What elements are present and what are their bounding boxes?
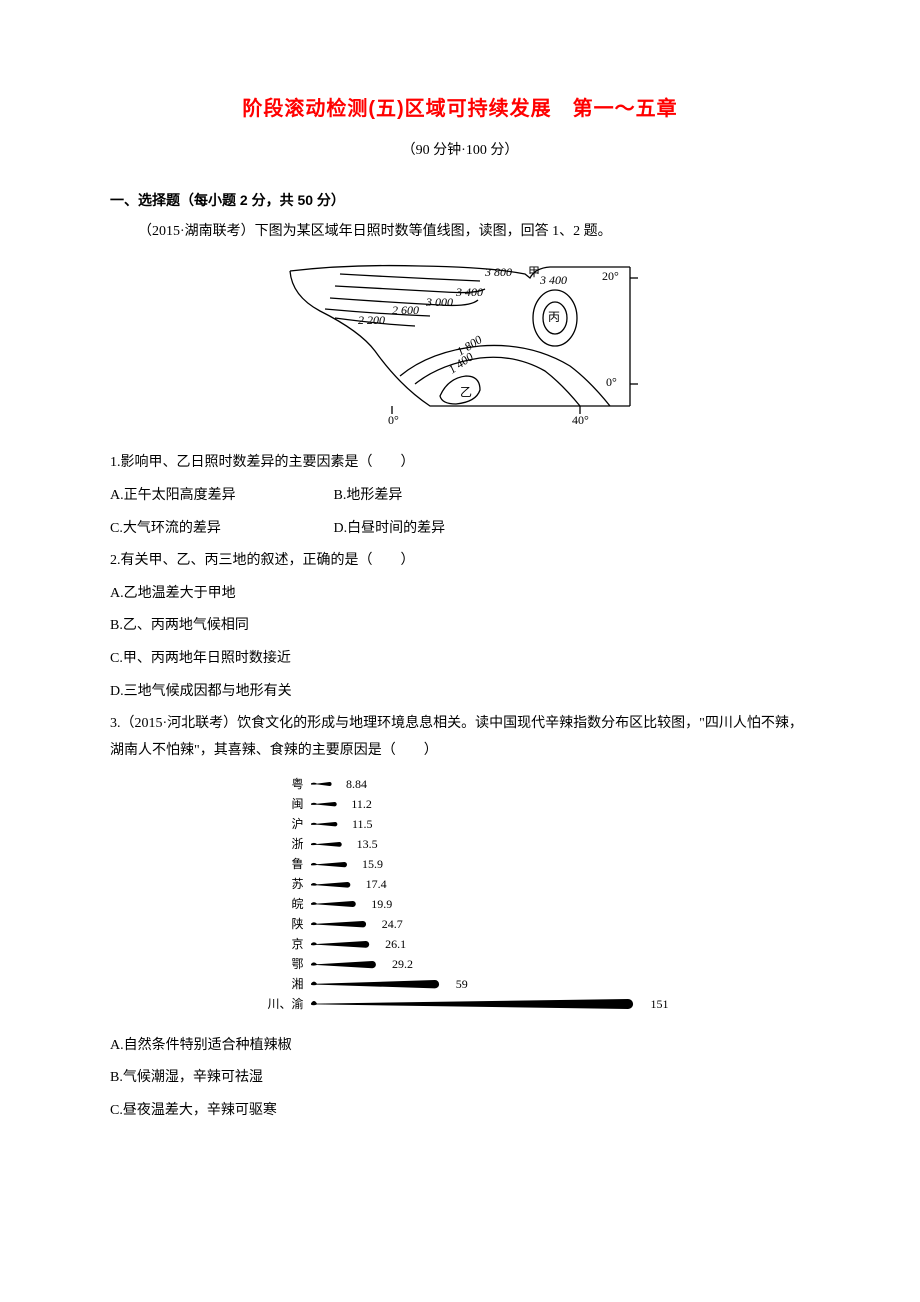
spicy-row: 闽11.2	[251, 794, 668, 814]
spicy-chart-figure: 粤8.84闽11.2沪11.5浙13.5鲁15.9苏17.4皖19.9陕24.7…	[110, 774, 810, 1018]
chili-icon	[309, 881, 359, 889]
contour-label-lon40: 40°	[572, 413, 589, 426]
q1-option-a: A.正午太阳高度差异	[110, 483, 330, 510]
contour-label-jia: 甲	[528, 265, 540, 279]
spicy-row: 湘59	[251, 974, 668, 994]
chili-icon	[309, 861, 356, 868]
contour-label-3000: 3 000	[425, 295, 453, 309]
spicy-row: 苏17.4	[251, 874, 668, 894]
chili-icon	[309, 801, 345, 807]
spicy-row: 陕24.7	[251, 914, 668, 934]
q1-option-d: D.白昼时间的差异	[334, 521, 446, 536]
q1-option-c: C.大气环流的差异	[110, 516, 330, 543]
contour-label-bing-val: 3 400	[539, 273, 567, 287]
chili-icon	[309, 781, 340, 787]
q3-option-c: C.昼夜温差大，辛辣可驱寒	[110, 1098, 810, 1125]
spicy-row: 京26.1	[251, 934, 668, 954]
contour-map-svg: 3 800 甲 20° 3 400 3 000 2 600 2 200 丙 3 …	[280, 256, 640, 426]
section-heading: 一、选择题（每小题 2 分，共 50 分）	[110, 187, 810, 214]
contour-map-figure: 3 800 甲 20° 3 400 3 000 2 600 2 200 丙 3 …	[110, 256, 810, 437]
page-subtitle: （90 分钟·100 分）	[110, 138, 810, 165]
contour-label-lat0: 0°	[606, 375, 617, 389]
q1-options-cd: C.大气环流的差异 D.白昼时间的差异	[110, 516, 810, 543]
q1-options-ab: A.正午太阳高度差异 B.地形差异	[110, 483, 810, 510]
contour-label-bing: 丙	[548, 310, 560, 324]
spicy-row: 鄂29.2	[251, 954, 668, 974]
q2-option-b: B.乙、丙两地气候相同	[110, 613, 810, 640]
contour-label-3800: 3 800	[484, 265, 512, 279]
chili-icon	[309, 821, 346, 827]
q1-stem: 1.影响甲、乙日照时数差异的主要因素是（ ）	[110, 450, 810, 477]
spicy-row-value: 151	[651, 993, 669, 1016]
spicy-chart: 粤8.84闽11.2沪11.5浙13.5鲁15.9苏17.4皖19.9陕24.7…	[251, 774, 668, 1014]
contour-label-2200: 2 200	[358, 313, 385, 327]
contour-label-lon0: 0°	[388, 413, 399, 426]
q3-option-b: B.气候潮湿，辛辣可祛湿	[110, 1065, 810, 1092]
spicy-bar-cell: 151	[309, 993, 668, 1016]
chili-icon	[309, 920, 375, 928]
spicy-row-label: 川、渝	[251, 993, 309, 1016]
contour-label-3400: 3 400	[455, 285, 483, 299]
spicy-row: 川、渝 151	[251, 994, 668, 1014]
chili-icon	[309, 979, 449, 989]
contour-label-2600: 2 600	[392, 303, 419, 317]
q3-option-a: A.自然条件特别适合种植辣椒	[110, 1033, 810, 1060]
chili-icon	[309, 960, 386, 969]
chili-icon	[309, 998, 644, 1010]
chili-icon	[309, 900, 365, 908]
intro-q1q2: （2015·湖南联考）下图为某区域年日照时数等值线图，读图，回答 1、2 题。	[110, 219, 810, 246]
page-title: 阶段滚动检测(五)区域可持续发展 第一～五章	[110, 90, 810, 128]
contour-label-lat20: 20°	[602, 269, 619, 283]
contour-label-1400: 1 400	[446, 349, 476, 376]
page: 阶段滚动检测(五)区域可持续发展 第一～五章 （90 分钟·100 分） 一、选…	[0, 0, 920, 1302]
contour-label-yi: 乙	[460, 385, 472, 399]
q2-option-a: A.乙地温差大于甲地	[110, 581, 810, 608]
q3-stem: 3.（2015·河北联考）饮食文化的形成与地理环境息息相关。读中国现代辛辣指数分…	[110, 711, 810, 764]
spicy-row: 皖19.9	[251, 894, 668, 914]
q1-option-b: B.地形差异	[334, 488, 403, 503]
q2-stem: 2.有关甲、乙、丙三地的叙述，正确的是（ ）	[110, 548, 810, 575]
q2-option-d: D.三地气候成因都与地形有关	[110, 679, 810, 706]
spicy-row: 沪11.5	[251, 814, 668, 834]
spicy-row: 浙13.5	[251, 834, 668, 854]
chili-icon	[309, 940, 379, 949]
q2-option-c: C.甲、丙两地年日照时数接近	[110, 646, 810, 673]
spicy-row: 鲁15.9	[251, 854, 668, 874]
spicy-row: 粤8.84	[251, 774, 668, 794]
chili-icon	[309, 841, 350, 848]
